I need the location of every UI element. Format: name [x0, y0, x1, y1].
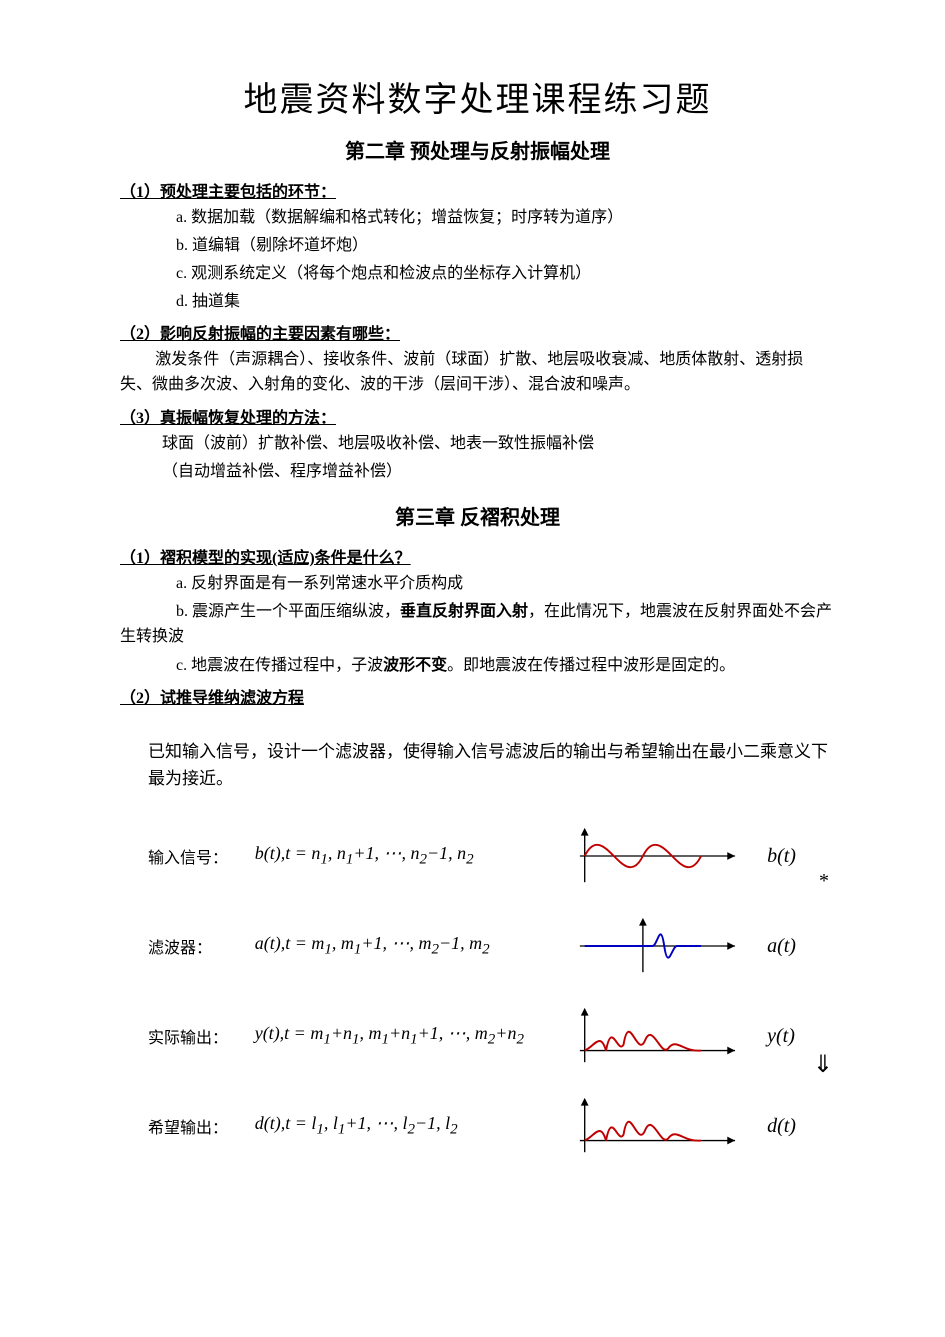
ch3-q1-item-c: c. 地震波在传播过程中，子波波形不变。即地震波在传播过程中波形是固定的。 [176, 654, 835, 678]
formula-y: y(t),t = m1+n1, m1+n1+1, ⋯, m2+n2 [255, 1023, 524, 1043]
waveform-d [575, 1091, 759, 1161]
ch3-q1-heading: （1）褶积模型的实现(适应)条件是什么？ [120, 544, 835, 568]
formula-b: b(t),t = n1, n1+1, ⋯, n2−1, n2 [255, 843, 474, 863]
ch2-q3-heading: （3）真振幅恢复处理的方法： [120, 404, 835, 428]
formula-d: d(t),t = l1, l1+1, ⋯, l2−1, l2 [255, 1113, 458, 1133]
ch3-q1-c-bold: 波形不变 [383, 657, 447, 674]
signal-right-y: y(t) [759, 1025, 835, 1048]
ch2-q1-item-b: b. 道编辑（剔除坏道坏炮） [176, 234, 835, 258]
ch3-q1-c-post: 。即地震波在传播过程中波形是固定的。 [447, 657, 735, 674]
ch3-q1-c-pre: c. 地震波在传播过程中，子波 [176, 657, 383, 674]
ch3-q1-item-a: a. 反射界面是有一系列常速水平介质构成 [176, 572, 835, 596]
signal-formula-input: b(t),t = n1, n1+1, ⋯, n2−1, n2 [255, 843, 575, 869]
wiener-derivation-figure: 已知输入信号，设计一个滤波器，使得输入信号滤波后的输出与希望输出在最小二乘意义下… [120, 738, 835, 1162]
signal-label-filter: 滤波器： [148, 934, 255, 958]
waveform-b [575, 821, 759, 891]
signal-right-b: b(t) [759, 845, 835, 868]
signal-right-a: a(t) [759, 935, 835, 958]
ch2-q1-heading: （1）预处理主要包括的环节： [120, 178, 835, 202]
ch2-q1-item-a: a. 数据加载（数据解编和格式转化；增益恢复；时序转为道序） [176, 206, 835, 230]
ch2-q1-item-d: d. 抽道集 [176, 290, 835, 314]
op-implies-icon: ⇓ [813, 1050, 833, 1079]
ch3-q1-a-text: a. 反射界面是有一系列常速水平介质构成 [176, 575, 463, 592]
signal-row-input: 输入信号： b(t),t = n1, n1+1, ⋯, n2−1, n2 b(t… [148, 820, 835, 892]
figure-description: 已知输入信号，设计一个滤波器，使得输入信号滤波后的输出与希望输出在最小二乘意义下… [148, 738, 835, 792]
ch3-q1-b-pre: b. 震源产生一个平面压缩纵波， [176, 603, 400, 620]
ch2-q3-line1: 球面（波前）扩散补偿、地层吸收补偿、地表一致性振幅补偿 [162, 432, 835, 457]
ch3-q1-item-b: b. 震源产生一个平面压缩纵波，垂直反射界面入射，在此情况下，地震波在反射界面处… [120, 600, 835, 650]
signal-label-output: 实际输出： [148, 1024, 255, 1048]
signal-row-output: 实际输出： y(t),t = m1+n1, m1+n1+1, ⋯, m2+n2 … [148, 1000, 835, 1072]
document-page: 地震资料数字处理课程练习题 第二章 预处理与反射振幅处理 （1）预处理主要包括的… [0, 0, 945, 1240]
ch2-q2-para: 激发条件（声源耦合）、接收条件、波前（球面）扩散、地层吸收衰减、地质体散射、透射… [120, 348, 835, 398]
signal-formula-desired: d(t),t = l1, l1+1, ⋯, l2−1, l2 [255, 1113, 575, 1139]
signal-label-input: 输入信号： [148, 844, 255, 868]
doc-title: 地震资料数字处理课程练习题 [120, 72, 835, 121]
ch3-q1-b-bold: 垂直反射界面入射 [400, 603, 528, 620]
ch3-q2-heading: （2）试推导维纳滤波方程 [120, 684, 835, 708]
chapter-3-title: 第三章 反褶积处理 [120, 501, 835, 530]
signal-formula-output: y(t),t = m1+n1, m1+n1+1, ⋯, m2+n2 [255, 1023, 575, 1049]
ch2-q2-heading: （2）影响反射振幅的主要因素有哪些： [120, 320, 835, 344]
ch2-q3-line2: （自动增益补偿、程序增益补偿） [162, 460, 835, 485]
formula-a: a(t),t = m1, m1+1, ⋯, m2−1, m2 [255, 933, 490, 953]
signal-formula-filter: a(t),t = m1, m1+1, ⋯, m2−1, m2 [255, 933, 575, 959]
signal-row-desired: 希望输出： d(t),t = l1, l1+1, ⋯, l2−1, l2 d(t… [148, 1090, 835, 1162]
op-convolve-icon: * [819, 870, 829, 893]
signal-row-filter: 滤波器： a(t),t = m1, m1+1, ⋯, m2−1, m2 a(t) [148, 910, 835, 982]
signal-right-d: d(t) [759, 1115, 835, 1138]
waveform-a [575, 911, 759, 981]
signal-label-desired: 希望输出： [148, 1114, 255, 1138]
waveform-y [575, 1001, 759, 1071]
ch2-q1-item-c: c. 观测系统定义（将每个炮点和检波点的坐标存入计算机） [176, 262, 835, 286]
chapter-2-title: 第二章 预处理与反射振幅处理 [120, 135, 835, 164]
